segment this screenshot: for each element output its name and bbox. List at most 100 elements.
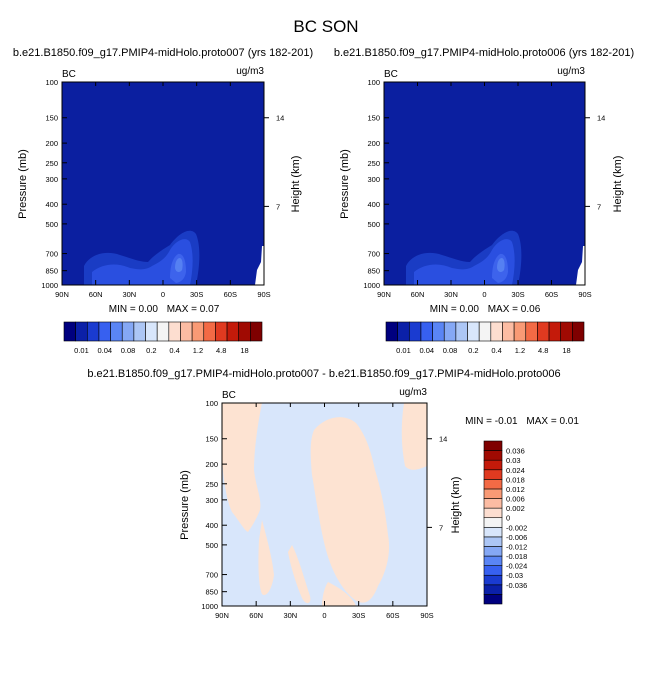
- panel-3-y-tick-label: 700: [205, 571, 218, 580]
- panel-3-colorbar-label: -0.03: [506, 571, 523, 580]
- panel-1-colorbar-label: 0.4: [169, 346, 179, 355]
- panel-2-x-tick-label: 60N: [411, 290, 425, 299]
- panel-1-x-tick-label: 60S: [224, 290, 237, 299]
- panel-2-axes: 100 150 200 250 300 400 500 700 850 1000 14 7 90N 60N…: [363, 78, 605, 299]
- panel-1-max-value: 0.07: [200, 304, 220, 315]
- panel-2-colorbar-swatch: [432, 321, 445, 342]
- panel-2-y-tick-label: 1000: [363, 281, 380, 290]
- panel-3-y-tick-label: 200: [205, 460, 218, 469]
- panel-2-y-axis-label: Pressure (mb): [339, 149, 351, 219]
- panel-2-units-label: ug/m3: [557, 66, 585, 77]
- panel-2: b.e21.B1850.f09_g17.PMIP4-midHolo.proto0…: [334, 47, 634, 355]
- panel-3-colorbar-swatch: [483, 546, 503, 557]
- panel-2-left-label: BC: [384, 69, 398, 80]
- panel-3-x-tick-label: 90S: [420, 611, 433, 620]
- panel-2-colorbar-swatch: [478, 321, 492, 342]
- panel-1-colorbar-swatch: [168, 321, 181, 342]
- panel-1-colorbar-label: 0.01: [74, 346, 89, 355]
- panel-2-x-tick-label: 30N: [444, 290, 458, 299]
- panel-1-colorbar-swatch: [121, 321, 135, 342]
- panel-1-colorbar-swatch: [250, 321, 263, 342]
- panel-1-min-label: MIN =: [109, 304, 136, 315]
- panel-1-colorbar-swatch: [98, 321, 111, 342]
- panel-1-colorbar-swatch: [75, 321, 88, 342]
- panel-2-min-value: 0.00: [459, 304, 479, 315]
- panel-2-colorbar-label: 0.4: [491, 346, 501, 355]
- panel-3-max-label: MAX =: [526, 416, 556, 427]
- panel-1-y-tick-label: 500: [45, 220, 58, 229]
- panel-2-contour-core: [497, 258, 505, 273]
- panel-1-colorbar-swatch: [238, 321, 251, 342]
- panel-3-colorbar-label: 0: [506, 514, 510, 523]
- panel-3-positive-region-bottom: [322, 582, 356, 606]
- panel-3-axes: 100 150 200 250 300 400 500 700 850 1000 14 7 90N 60N…: [201, 399, 447, 620]
- panel-3-y-tick-label: 500: [205, 541, 218, 550]
- panel-3-positive-region-east: [401, 403, 427, 470]
- panel-1-y-tick-label: 1000: [41, 281, 58, 290]
- panel-2-colorbar-swatch: [420, 321, 433, 342]
- panel-3-colorbar-label: 0.002: [506, 504, 525, 513]
- panel-2-colorbar-swatch: [525, 321, 538, 342]
- panel-2-y-tick-label: 200: [367, 139, 380, 148]
- panel-3-colorbar-swatch: [483, 574, 503, 586]
- panel-2-colorbar-swatch: [455, 321, 468, 342]
- panel-3-x-tick-label: 60S: [386, 611, 399, 620]
- panel-2-y-tick-label: 400: [367, 200, 380, 209]
- panel-2-colorbar-label: 18: [562, 346, 570, 355]
- panel-1-x-tick-label: 0: [161, 290, 165, 299]
- panel-2-colorbar-label: 0.08: [443, 346, 458, 355]
- panel-3-colorbar-label: 0.024: [506, 466, 525, 475]
- panel-2-colorbar-label: 0.01: [396, 346, 411, 355]
- panel-1-right-axis-label: Height (km): [290, 156, 302, 213]
- panel-3-colorbar-swatch: [483, 450, 503, 461]
- panel-3-colorbar-label: 0.012: [506, 485, 525, 494]
- panel-3-colorbar-swatch: [483, 584, 503, 595]
- panel-3-colorbar-label: 0.036: [506, 447, 525, 456]
- panel-2-colorbar-swatch: [572, 321, 585, 342]
- panel-1-y-tick-label: 400: [45, 200, 58, 209]
- panel-2-y-tick-label: 300: [367, 175, 380, 184]
- panel-3-colorbar-swatch: [483, 594, 503, 605]
- panel-1-contour-surface-mid: [92, 239, 193, 285]
- panel-1-right-tick-label: 14: [276, 114, 284, 123]
- panel-1-colorbar-label: 1.2: [193, 346, 203, 355]
- panel-2-right-tick-label: 14: [597, 114, 605, 123]
- panel-2-stats: MIN = 0.00 MAX = 0.06: [430, 304, 541, 315]
- panel-3-y-tick-label: 150: [205, 435, 218, 444]
- panel-2-colorbar-label: 0.04: [419, 346, 434, 355]
- panel-2-colorbar-swatch: [397, 321, 410, 342]
- panel-2-field: [384, 82, 585, 285]
- panel-2-colorbar-swatch: [513, 321, 527, 342]
- panel-1-y-tick-label: 200: [45, 139, 58, 148]
- panel-1-min-value: 0.00: [138, 304, 158, 315]
- panel-2-y-tick-label: 100: [367, 78, 380, 87]
- panel-1: b.e21.B1850.f09_g17.PMIP4-midHolo.proto0…: [13, 47, 313, 355]
- panel-3-colorbar-label: 0.018: [506, 475, 525, 484]
- panel-2-colorbar-swatch: [385, 321, 398, 342]
- panel-3-colorbar-swatch: [483, 555, 503, 566]
- panel-1-x-tick-label: 30S: [190, 290, 203, 299]
- panel-2-colorbar-swatch: [548, 321, 562, 342]
- panel-3: b.e21.B1850.f09_g17.PMIP4-midHolo.proto0…: [87, 368, 579, 620]
- panel-3-colorbar-label: -0.036: [506, 581, 527, 590]
- panel-1-colorbar-swatch: [226, 321, 240, 342]
- panel-3-right-tick-label: 14: [439, 435, 447, 444]
- panel-1-y-tick-label: 850: [45, 267, 58, 276]
- panel-1-field: [62, 82, 264, 285]
- panel-3-colorbar-swatch: [483, 536, 503, 547]
- panel-3-colorbar-swatch: [483, 517, 503, 528]
- panel-1-y-tick-label: 250: [45, 159, 58, 168]
- panel-2-colorbar: 0.01 0.04 0.08 0.2 0.4 1.2 4.8 18: [385, 321, 585, 355]
- panel-1-colorbar-swatch: [180, 321, 193, 342]
- panel-3-units-label: ug/m3: [399, 387, 427, 398]
- panel-1-y-tick-label: 300: [45, 175, 58, 184]
- panel-3-positive-region-west: [222, 403, 262, 532]
- panel-2-title: b.e21.B1850.f09_g17.PMIP4-midHolo.proto0…: [334, 47, 634, 59]
- panel-3-x-tick-label: 30S: [352, 611, 365, 620]
- panel-3-colorbar-swatch: [483, 526, 503, 538]
- panel-3-colorbar-swatch: [483, 440, 503, 451]
- panel-2-y-tick-label: 850: [367, 267, 380, 276]
- panel-1-y-axis-label: Pressure (mb): [17, 149, 29, 219]
- figure-title: BC SON: [293, 17, 358, 36]
- panel-2-colorbar-swatch: [467, 321, 480, 342]
